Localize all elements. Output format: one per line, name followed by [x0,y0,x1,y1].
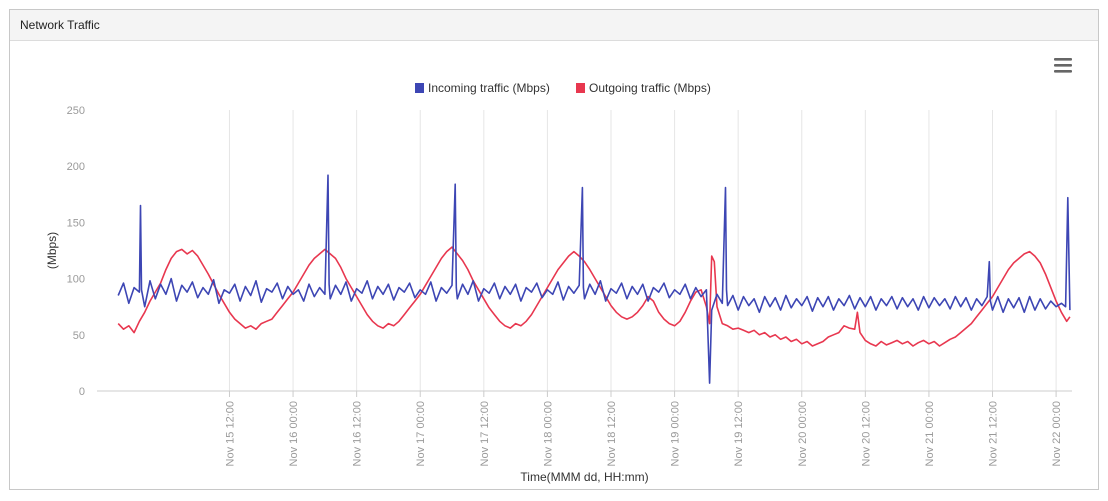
network-traffic-panel: Network Traffic Nov 15 12:00 Nov 16 00:00… [9,9,1099,490]
axis-layer: Nov 15 12:00 Nov 16 00:00 Nov 16 12:00 Nov … [45,105,1072,484]
y-tick-label: 50 [73,330,85,342]
x-tick-label: Nov 21 00:00 [924,401,936,466]
x-tick-label: Nov 16 00:00 [288,401,300,466]
x-tick-label: Nov 18 12:00 [606,401,618,466]
y-axis-title: (Mbps) [45,232,59,269]
grid-layer [228,110,1057,391]
legend[interactable]: Incoming traffic (Mbps) Outgoing traffic … [415,81,711,95]
legend-item-incoming[interactable]: Incoming traffic (Mbps) [415,81,550,95]
x-tick-label: Nov 15 12:00 [224,401,236,466]
x-tick-label: Nov 17 12:00 [479,401,491,466]
legend-label: Outgoing traffic (Mbps) [589,81,711,95]
x-tick-label: Nov 20 12:00 [860,401,872,466]
legend-swatch [415,83,424,93]
series-line-outgoing [117,246,1071,347]
network-traffic-chart: Nov 15 12:00 Nov 16 00:00 Nov 16 12:00 Nov … [45,57,1073,484]
panel-title: Network Traffic [10,10,1098,41]
x-tick-label: Nov 18 00:00 [542,401,554,466]
y-tick-label: 150 [67,217,85,229]
y-tick-label: 250 [67,105,85,117]
y-tick-label: 200 [67,161,85,173]
x-tick-label: Nov 22 00:00 [1051,401,1063,466]
hamburger-menu-icon [1054,58,1072,73]
chart-area: Nov 15 12:00 Nov 16 00:00 Nov 16 12:00 Nov … [10,41,1098,489]
legend-item-outgoing[interactable]: Outgoing traffic (Mbps) [576,81,711,95]
y-tick-label: 100 [67,274,85,286]
legend-swatch [576,83,585,93]
x-tick-label: Nov 20 00:00 [797,401,809,466]
x-tick-label: Nov 16 12:00 [352,401,364,466]
x-tick-label: Nov 19 00:00 [670,401,682,466]
series-line-incoming [117,174,1071,384]
x-tick-label: Nov 17 00:00 [415,401,427,466]
x-axis-title: Time(MMM dd, HH:mm) [520,470,648,484]
series-layer [117,174,1071,384]
chart-menu-button[interactable] [1053,57,1073,75]
x-tick-label: Nov 19 12:00 [733,401,745,466]
x-tick-label: Nov 21 12:00 [988,401,1000,466]
legend-label: Incoming traffic (Mbps) [428,81,550,95]
y-tick-label: 0 [79,386,85,398]
